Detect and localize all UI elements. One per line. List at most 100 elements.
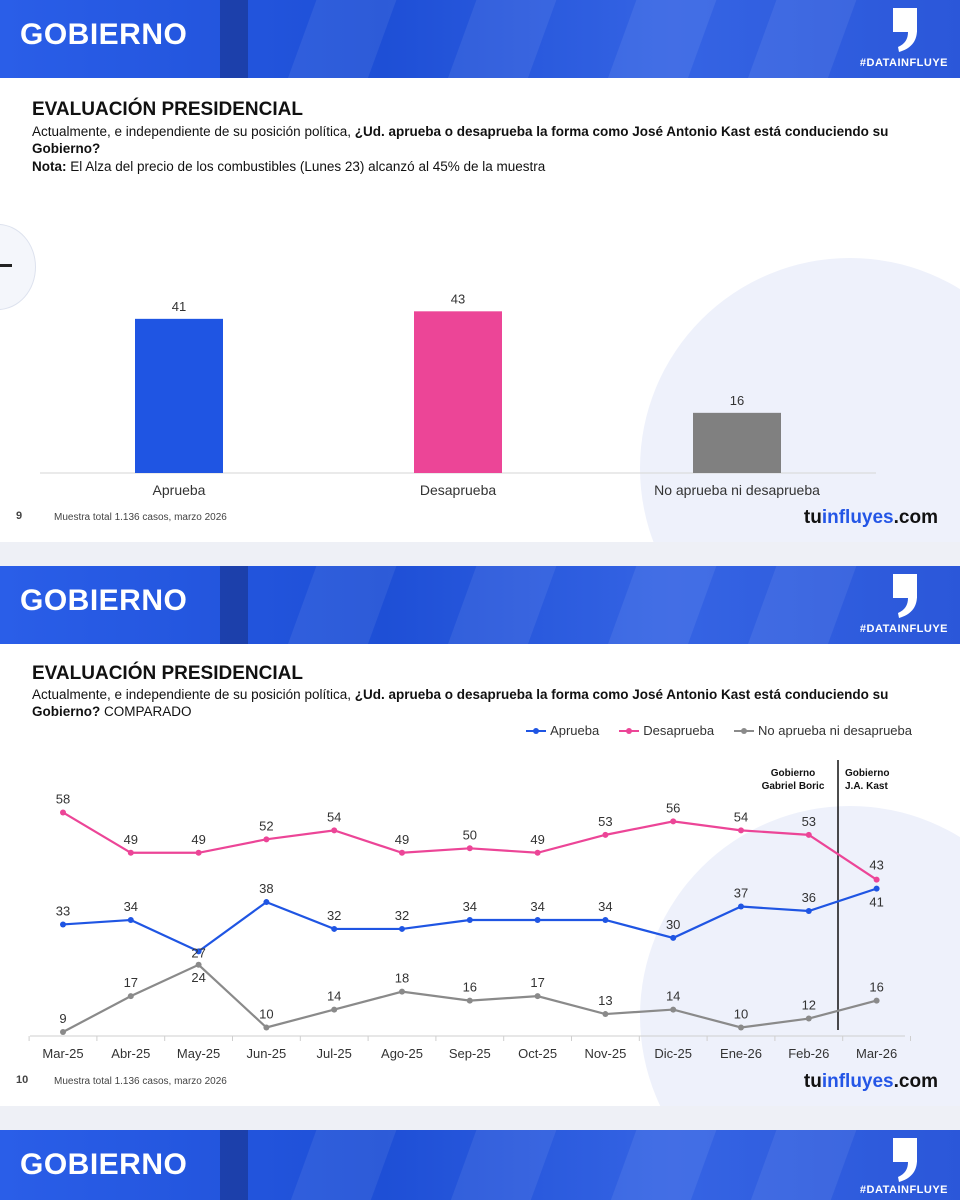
data-label: 17 [530,975,544,990]
legend-item-neutral: No aprueba ni desaprueba [734,723,912,738]
slide-3: GOBIERNO #DATAINFLUYE [0,1130,960,1200]
data-label: 27 [191,945,205,960]
x-tick-label: Nov-25 [584,1046,626,1061]
annotation-kast: Gobierno [845,768,889,779]
data-point [60,809,66,816]
banner-title: GOBIERNO [20,1148,188,1181]
heading: EVALUACIÓN PRESIDENCIAL [32,663,303,684]
data-point [127,849,134,856]
data-point [602,1011,609,1018]
data-point [331,827,338,834]
data-label: 24 [191,970,205,985]
quote-mark-icon [893,1138,917,1182]
hashtag: #DATAINFLUYE [859,1184,948,1196]
banner: GOBIERNO #DATAINFLUYE [0,0,960,78]
bar-category-label: Aprueba [153,482,206,498]
data-point [670,818,677,825]
data-label: 18 [395,971,409,986]
data-point [873,997,880,1004]
data-label: 50 [463,827,477,842]
legend-label: No aprueba ni desaprueba [758,723,912,738]
x-tick-label: Abr-25 [111,1046,150,1061]
data-label: 36 [802,890,816,905]
line-chart: Mar-25 Abr-25 May-25 Jun-25 Jul-25 Ago-25 Sep-… [28,760,911,1061]
data-label: 49 [191,832,205,847]
data-point [738,903,744,910]
sample-footnote: Muestra total 1.136 casos, marzo 2026 [54,1076,227,1087]
data-point [534,849,541,856]
data-point [263,1024,270,1031]
data-point [602,831,609,838]
data-point [195,948,202,955]
quote-mark-icon [893,8,917,52]
legend-label: Desaprueba [643,723,715,738]
legend-swatch [619,727,640,734]
data-point [738,1024,744,1031]
data-point [195,961,202,968]
data-point [399,849,405,856]
x-tick-label: Oct-25 [518,1046,557,1061]
page-number: 10 [16,1074,29,1086]
question-prefix: Actualmente, e independiente de su posic… [32,687,355,702]
data-point [60,1028,66,1035]
legend-label: Aprueba [550,723,600,738]
data-label: 49 [395,832,409,847]
data-point [805,908,812,915]
brand-logo: tuinfluyes.com [804,1071,938,1093]
x-tick-label: Feb-26 [788,1046,829,1061]
x-tick-label: Mar-25 [42,1046,83,1061]
bar-value-label: 41 [172,299,186,314]
line-chart-legend: Aprueba Desaprueba No aprueba ni desapru… [526,723,912,738]
data-point [534,916,541,923]
data-point [195,849,202,856]
question-prefix: Actualmente, e independiente de su posic… [32,124,355,139]
data-point [670,934,677,941]
bar-category-label: Desaprueba [420,482,496,498]
note-text: El Alza del precio de los combustibles (… [66,159,546,174]
data-label: 32 [395,908,409,923]
data-label: 16 [869,980,883,995]
slide-1: GOBIERNO #DATAINFLUYE EVALUACIÓN PRESIDE… [0,0,960,542]
legend-item-desaprueba: Desaprueba [619,723,714,738]
brand-part-com: .com [893,507,938,528]
data-point [331,1006,338,1013]
data-label: 17 [124,975,138,990]
data-point [60,921,66,928]
bar-chart: 41 Aprueba 43 Desaprueba 16 No aprueba ni des… [40,291,876,498]
x-tick-label: Ago-25 [381,1046,423,1061]
brand-logo: tuinfluyes.com [804,507,938,529]
question: Actualmente, e independiente de su posic… [32,123,942,157]
question: Actualmente, e independiente de su posic… [32,686,942,720]
data-label: 16 [463,980,477,995]
data-label: 10 [734,1007,748,1022]
sample-footnote: Muestra total 1.136 casos, marzo 2026 [54,512,227,523]
brand-part-tu: tu [803,507,822,528]
data-point [127,916,134,923]
data-point [466,845,473,852]
x-tick-label: Sep-25 [449,1046,491,1061]
banner: GOBIERNO #DATAINFLUYE [0,1130,960,1200]
banner: GOBIERNO #DATAINFLUYE [0,566,960,644]
data-point [805,831,812,838]
x-tick-label: Jun-25 [247,1046,287,1061]
heading: EVALUACIÓN PRESIDENCIAL [32,99,303,120]
data-label: 49 [530,832,544,847]
data-label: 54 [734,809,748,824]
page-number: 9 [16,510,23,522]
banner-title: GOBIERNO [20,18,188,51]
annotation-boric: Gobierno [771,768,815,779]
brand-part-influyes: influyes [821,1071,894,1092]
bar-2 [693,412,781,473]
bar-0 [135,318,223,473]
data-label: 34 [598,899,612,914]
brand-part-influyes: influyes [821,507,894,528]
data-point [670,1006,677,1013]
note: Nota: El Alza del precio de los combusti… [32,159,545,174]
data-label: 9 [59,1011,66,1026]
data-point [263,836,270,843]
data-label: 54 [327,809,341,824]
data-label: 14 [327,989,341,1004]
hashtag: #DATAINFLUYE [859,57,948,69]
question-bold: ¿Ud. aprueba o desaprueba la forma como … [32,687,889,719]
legend-item-aprueba: Aprueba [526,723,599,738]
